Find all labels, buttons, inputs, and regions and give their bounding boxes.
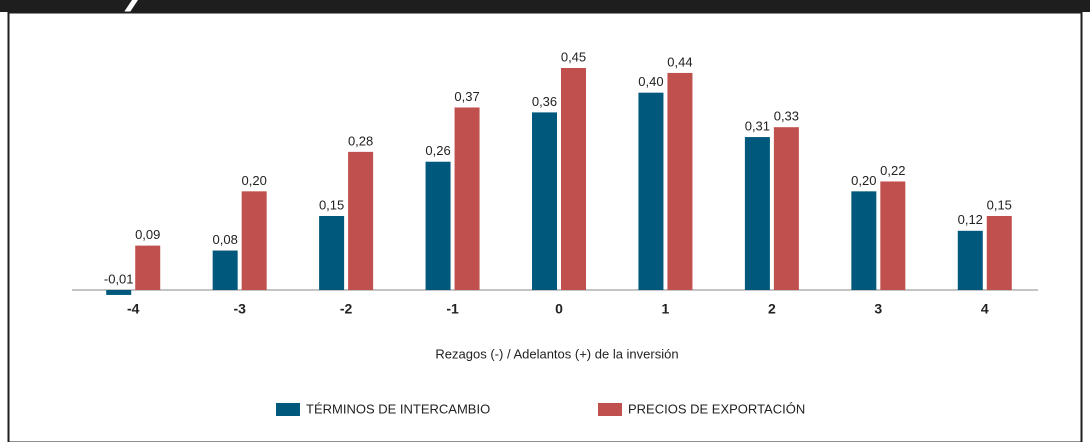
bar [454,107,480,290]
bar [638,92,664,291]
value-label: 0,37 [454,89,479,104]
bar [561,68,586,290]
bar [319,216,345,290]
value-label: 0,31 [745,119,770,134]
legend-label: TÉRMINOS DE INTERCAMBIO [306,401,490,416]
header-band [0,0,1090,12]
value-label: 0,20 [851,173,876,188]
bar [744,137,770,290]
value-label: 0,36 [532,94,557,109]
bar [851,191,877,290]
bar [212,250,238,290]
bar [241,191,267,290]
x-tick-label: 1 [662,301,670,317]
legend-label: PRECIOS DE EXPORTACIÓN [628,401,805,416]
value-label: 0,26 [425,143,450,158]
value-label: -0,01 [104,271,134,286]
x-tick-label: -1 [446,301,459,317]
value-label: 0,28 [348,133,373,148]
legend-swatch [276,403,300,416]
x-tick-label: 4 [981,301,989,317]
value-label: 0,15 [987,197,1012,212]
bar [532,112,557,291]
legend-swatch [598,403,622,416]
bar [880,181,906,290]
x-tick-label: -3 [233,301,246,317]
value-label: 0,08 [213,232,238,247]
header-cut [124,0,138,12]
bar [773,127,799,290]
value-label: 0,44 [667,54,692,69]
value-label: 0,15 [319,197,344,212]
bar [957,230,983,290]
x-tick-label: -4 [127,301,140,317]
bar [667,72,693,290]
bar [425,161,451,290]
frame [7,11,1083,442]
value-label: 0,22 [880,163,905,178]
header-tab [0,0,126,12]
value-label: 0,40 [638,74,663,89]
value-label: 0,12 [958,212,983,227]
value-label: 0,20 [242,173,267,188]
x-tick-label: 3 [874,301,882,317]
bar [986,216,1012,290]
bar [348,151,374,290]
value-label: 0,45 [561,49,586,64]
x-tick-label: 0 [555,301,563,317]
value-label: 0,09 [135,227,160,242]
x-axis-title: Rezagos (-) / Adelantos (+) de la invers… [435,346,678,361]
x-tick-label: 2 [768,301,776,317]
value-label: 0,33 [774,109,799,124]
x-tick-label: -2 [340,301,353,317]
bar [135,245,161,290]
bar [106,290,132,295]
